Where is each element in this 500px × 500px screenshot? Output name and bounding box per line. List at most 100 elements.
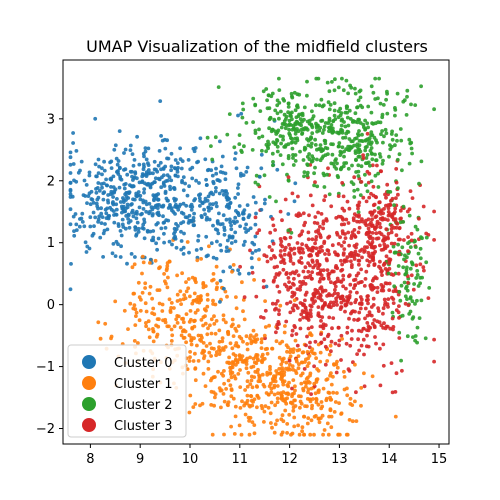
- data-point-cluster-1: [235, 360, 240, 365]
- data-point-cluster-1: [229, 366, 234, 370]
- data-point-cluster-0: [176, 174, 180, 179]
- data-point-cluster-2: [381, 140, 385, 145]
- data-point-cluster-3: [375, 290, 380, 294]
- data-point-cluster-1: [291, 347, 296, 351]
- data-point-cluster-1: [350, 419, 355, 424]
- data-point-cluster-0: [211, 255, 216, 260]
- data-point-cluster-0: [215, 220, 220, 225]
- data-point-cluster-2: [423, 336, 428, 341]
- data-point-cluster-0: [93, 215, 98, 220]
- data-point-cluster-3: [274, 302, 278, 306]
- data-point-cluster-1: [203, 321, 208, 326]
- data-point-cluster-3: [288, 285, 293, 290]
- data-point-cluster-1: [244, 366, 249, 371]
- data-point-cluster-3: [295, 306, 300, 310]
- data-point-cluster-0: [191, 223, 196, 228]
- data-point-cluster-0: [100, 166, 104, 171]
- data-point-cluster-0: [250, 265, 255, 270]
- data-point-cluster-0: [218, 139, 222, 144]
- data-point-cluster-3: [346, 230, 351, 235]
- data-point-cluster-1: [329, 414, 334, 419]
- data-point-cluster-1: [293, 398, 297, 403]
- data-point-cluster-3: [320, 306, 325, 311]
- data-point-cluster-1: [247, 432, 252, 437]
- data-point-cluster-0: [113, 187, 118, 192]
- data-point-cluster-0: [208, 191, 213, 196]
- data-point-cluster-1: [287, 380, 291, 385]
- data-point-cluster-0: [134, 193, 139, 198]
- data-point-cluster-1: [172, 324, 177, 329]
- data-point-cluster-2: [411, 335, 415, 339]
- data-point-cluster-3: [318, 270, 322, 275]
- data-point-cluster-2: [237, 142, 242, 147]
- data-point-cluster-3: [348, 290, 353, 294]
- data-point-cluster-3: [341, 251, 346, 256]
- data-point-cluster-2: [396, 242, 400, 247]
- data-point-cluster-1: [231, 263, 236, 267]
- data-point-cluster-2: [384, 131, 389, 136]
- data-point-cluster-2: [369, 130, 374, 135]
- data-point-cluster-1: [153, 258, 158, 263]
- data-point-cluster-0: [97, 164, 101, 169]
- data-point-cluster-1: [295, 348, 300, 353]
- data-point-cluster-2: [302, 174, 306, 179]
- data-point-cluster-3: [320, 289, 325, 294]
- data-point-cluster-0: [112, 147, 117, 152]
- data-point-cluster-1: [253, 338, 258, 342]
- data-point-cluster-1: [316, 402, 321, 407]
- data-point-cluster-0: [155, 197, 159, 201]
- data-point-cluster-1: [188, 393, 193, 398]
- data-point-cluster-2: [358, 193, 363, 198]
- data-point-cluster-0: [263, 197, 267, 202]
- data-point-cluster-2: [413, 224, 418, 229]
- data-point-cluster-1: [137, 295, 142, 300]
- data-point-cluster-3: [385, 324, 390, 329]
- data-point-cluster-3: [318, 224, 322, 229]
- data-point-cluster-1: [280, 413, 285, 418]
- data-point-cluster-2: [395, 157, 400, 162]
- data-point-cluster-1: [262, 420, 266, 424]
- data-point-cluster-2: [289, 91, 294, 96]
- data-point-cluster-1: [268, 411, 273, 416]
- data-point-cluster-3: [336, 294, 340, 299]
- data-point-cluster-3: [379, 169, 383, 174]
- data-point-cluster-2: [385, 89, 389, 94]
- data-point-cluster-2: [332, 164, 337, 169]
- data-point-cluster-2: [329, 142, 333, 147]
- data-point-cluster-3: [337, 343, 341, 348]
- data-point-cluster-1: [214, 264, 219, 269]
- data-point-cluster-1: [280, 368, 285, 373]
- data-point-cluster-3: [372, 202, 377, 207]
- data-point-cluster-0: [148, 257, 153, 262]
- data-point-cluster-1: [299, 360, 304, 365]
- data-point-cluster-0: [151, 171, 155, 176]
- data-point-cluster-1: [208, 341, 212, 346]
- data-point-cluster-2: [346, 166, 351, 171]
- data-point-cluster-1: [143, 286, 148, 290]
- data-point-cluster-0: [110, 201, 115, 206]
- data-point-cluster-0: [147, 201, 152, 206]
- data-point-cluster-3: [374, 225, 379, 229]
- data-point-cluster-1: [169, 327, 174, 332]
- data-point-cluster-2: [322, 127, 326, 132]
- data-point-cluster-0: [192, 149, 197, 154]
- data-point-cluster-1: [310, 406, 314, 411]
- data-point-cluster-1: [245, 342, 250, 346]
- data-point-cluster-1: [233, 376, 238, 381]
- data-point-cluster-2: [205, 135, 210, 140]
- data-point-cluster-0: [253, 249, 258, 253]
- data-point-cluster-3: [303, 282, 308, 286]
- data-point-cluster-1: [164, 268, 169, 273]
- data-point-cluster-1: [230, 346, 235, 351]
- data-point-cluster-1: [291, 405, 296, 410]
- data-point-cluster-2: [362, 125, 366, 130]
- data-point-cluster-1: [232, 432, 237, 436]
- data-point-cluster-1: [307, 354, 312, 358]
- data-point-cluster-0: [236, 113, 240, 118]
- data-point-cluster-2: [378, 101, 383, 106]
- data-point-cluster-3: [378, 225, 383, 230]
- data-point-cluster-0: [119, 244, 123, 249]
- data-point-cluster-1: [201, 341, 206, 345]
- x-tick-label: 10: [182, 452, 199, 467]
- data-point-cluster-1: [219, 388, 224, 393]
